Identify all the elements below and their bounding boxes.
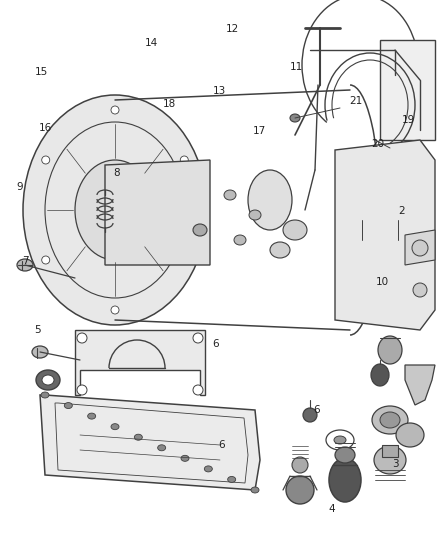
Ellipse shape <box>370 364 388 386</box>
Text: 7: 7 <box>22 256 29 266</box>
Ellipse shape <box>42 156 49 164</box>
Text: 2: 2 <box>397 206 404 215</box>
Ellipse shape <box>365 200 393 220</box>
Text: 13: 13 <box>212 86 226 95</box>
Ellipse shape <box>373 446 405 474</box>
Ellipse shape <box>379 412 399 428</box>
Ellipse shape <box>111 306 119 314</box>
Ellipse shape <box>111 106 119 114</box>
Ellipse shape <box>334 447 354 463</box>
Ellipse shape <box>180 156 188 164</box>
Ellipse shape <box>204 466 212 472</box>
Ellipse shape <box>412 283 426 297</box>
Text: 4: 4 <box>327 504 334 514</box>
Ellipse shape <box>285 476 313 504</box>
Text: 12: 12 <box>226 25 239 34</box>
Ellipse shape <box>328 458 360 502</box>
Ellipse shape <box>367 177 391 193</box>
Text: 21: 21 <box>348 96 361 106</box>
Text: 6: 6 <box>218 440 225 450</box>
Ellipse shape <box>283 220 306 240</box>
Ellipse shape <box>248 210 261 220</box>
Ellipse shape <box>227 477 235 482</box>
Ellipse shape <box>333 436 345 444</box>
Ellipse shape <box>77 385 87 395</box>
Ellipse shape <box>17 259 33 271</box>
Ellipse shape <box>41 392 49 398</box>
Ellipse shape <box>134 434 142 440</box>
Ellipse shape <box>64 402 72 409</box>
Bar <box>379 40 434 140</box>
Ellipse shape <box>193 333 202 343</box>
Text: 6: 6 <box>211 339 218 349</box>
Polygon shape <box>404 230 434 265</box>
Ellipse shape <box>180 256 188 264</box>
Ellipse shape <box>251 487 258 493</box>
Text: 14: 14 <box>145 38 158 47</box>
Polygon shape <box>75 330 205 395</box>
Ellipse shape <box>36 370 60 390</box>
Text: 8: 8 <box>113 168 120 178</box>
Ellipse shape <box>32 346 48 358</box>
Ellipse shape <box>157 445 165 451</box>
Ellipse shape <box>247 170 291 230</box>
Text: 10: 10 <box>374 278 388 287</box>
Text: 6: 6 <box>312 406 319 415</box>
Ellipse shape <box>223 190 236 200</box>
Text: 17: 17 <box>252 126 265 135</box>
Text: 18: 18 <box>162 99 175 109</box>
Ellipse shape <box>377 336 401 364</box>
Ellipse shape <box>290 114 299 122</box>
Ellipse shape <box>269 242 290 258</box>
Text: 16: 16 <box>39 123 52 133</box>
Ellipse shape <box>88 413 95 419</box>
Polygon shape <box>334 140 434 330</box>
Ellipse shape <box>384 144 394 152</box>
Ellipse shape <box>42 256 49 264</box>
Ellipse shape <box>359 196 399 224</box>
Text: 5: 5 <box>34 326 41 335</box>
Ellipse shape <box>233 235 245 245</box>
Ellipse shape <box>180 455 189 462</box>
Text: 15: 15 <box>35 67 48 77</box>
Ellipse shape <box>42 375 54 385</box>
Ellipse shape <box>371 406 407 434</box>
Text: 19: 19 <box>401 115 414 125</box>
Ellipse shape <box>193 385 202 395</box>
Ellipse shape <box>291 457 307 473</box>
Text: 9: 9 <box>16 182 23 191</box>
Text: 20: 20 <box>370 139 383 149</box>
Text: 3: 3 <box>391 459 398 469</box>
Ellipse shape <box>23 95 207 325</box>
Ellipse shape <box>111 424 119 430</box>
Polygon shape <box>105 160 209 265</box>
Ellipse shape <box>302 408 316 422</box>
Ellipse shape <box>411 240 427 256</box>
Bar <box>381 445 397 457</box>
Ellipse shape <box>75 160 155 260</box>
Text: 11: 11 <box>289 62 302 71</box>
Polygon shape <box>349 220 414 235</box>
Ellipse shape <box>395 423 423 447</box>
Polygon shape <box>40 395 259 490</box>
Ellipse shape <box>193 224 207 236</box>
Polygon shape <box>404 365 434 405</box>
Ellipse shape <box>77 333 87 343</box>
